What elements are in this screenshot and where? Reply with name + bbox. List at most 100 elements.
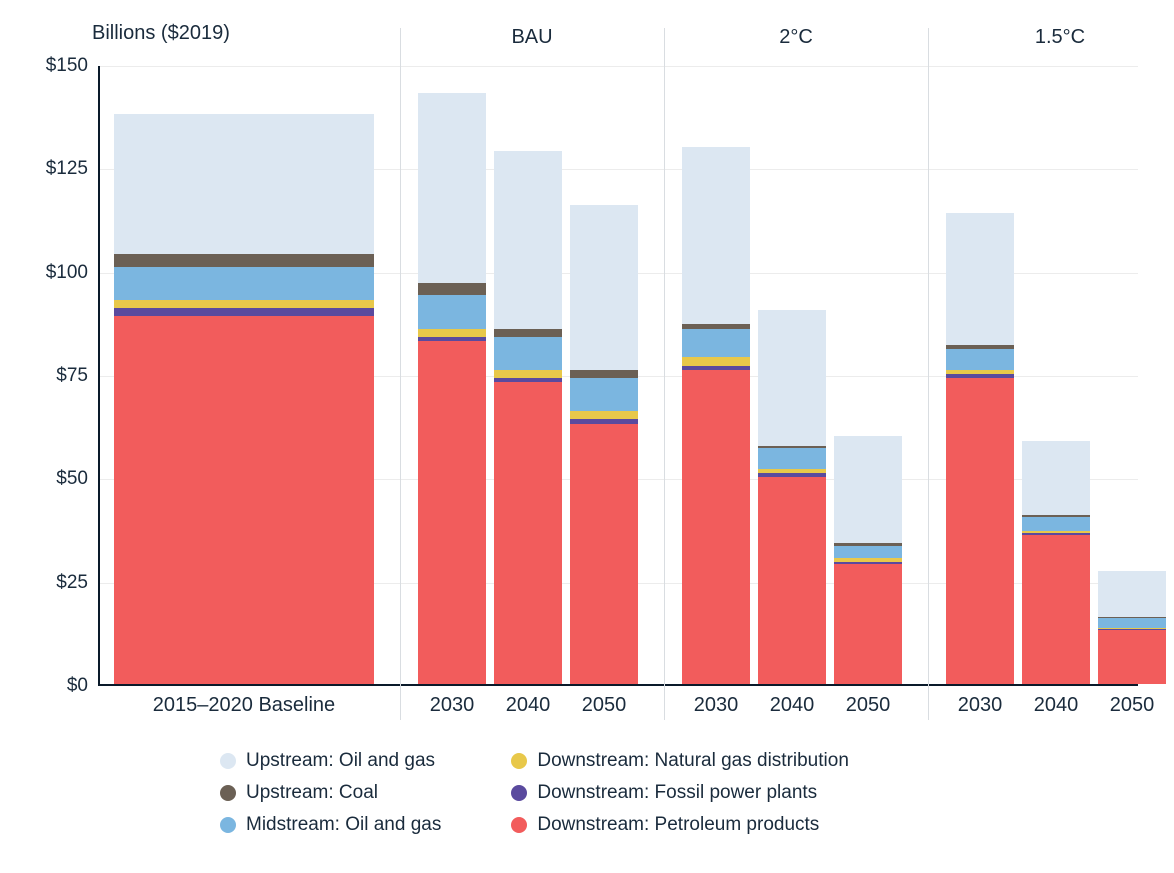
- x-tick-label: 2040: [494, 694, 562, 717]
- y-axis-title: Billions ($2019): [92, 22, 230, 45]
- legend-swatch: [220, 785, 236, 801]
- stacked-bar: [682, 147, 750, 684]
- x-tick-label: 2030: [682, 694, 750, 717]
- bar-segment-midstream: [758, 448, 826, 469]
- legend-label: Downstream: Fossil power plants: [537, 782, 817, 804]
- bar-segment-nat_gas: [946, 370, 1014, 374]
- bar-segment-petroleum: [114, 316, 374, 684]
- bar-segment-petroleum: [1022, 535, 1090, 684]
- legend-swatch: [220, 753, 236, 769]
- bar-segment-up_coal: [1098, 617, 1166, 618]
- x-tick-label: 2040: [1022, 694, 1090, 717]
- bar-segment-fossil_pp: [570, 419, 638, 423]
- bar-segment-fossil_pp: [758, 473, 826, 477]
- bar-segment-up_oilgas: [494, 151, 562, 329]
- plot-area: $0$25$50$75$100$125$1502015–2020 Baselin…: [98, 66, 1138, 686]
- bar-segment-petroleum: [570, 424, 638, 684]
- legend-label: Midstream: Oil and gas: [246, 814, 441, 836]
- stacked-bar: [758, 310, 826, 684]
- bar-segment-nat_gas: [834, 558, 902, 562]
- bar-segment-midstream: [946, 349, 1014, 370]
- chart-container: Billions ($2019) $0$25$50$75$100$125$150…: [20, 20, 1154, 853]
- group-title: BAU: [418, 26, 646, 49]
- bar-segment-petroleum: [1098, 630, 1166, 684]
- bar-segment-petroleum: [682, 370, 750, 684]
- bar-segment-up_oilgas: [834, 436, 902, 543]
- legend-swatch: [511, 753, 527, 769]
- stacked-bar: [1022, 441, 1090, 684]
- bar-segment-up_coal: [570, 370, 638, 378]
- stacked-bar: [494, 151, 562, 684]
- gridline: [100, 66, 1138, 67]
- bar-segment-nat_gas: [1098, 628, 1166, 629]
- bar-segment-up_coal: [114, 254, 374, 266]
- bar-segment-nat_gas: [758, 469, 826, 473]
- bar-segment-midstream: [1098, 617, 1166, 627]
- bar-segment-midstream: [570, 378, 638, 411]
- bar-segment-midstream: [418, 295, 486, 328]
- group-divider: [400, 28, 401, 720]
- bar-segment-fossil_pp: [834, 562, 902, 564]
- legend-label: Upstream: Oil and gas: [246, 750, 435, 772]
- x-tick-label: 2050: [1098, 694, 1166, 717]
- x-tick-label: 2030: [418, 694, 486, 717]
- bar-segment-fossil_pp: [1022, 533, 1090, 535]
- y-tick-label: $150: [46, 55, 88, 77]
- legend-swatch: [511, 785, 527, 801]
- bar-segment-up_oilgas: [1098, 571, 1166, 616]
- stacked-bar: [834, 436, 902, 684]
- legend-swatch: [220, 817, 236, 833]
- bar-segment-nat_gas: [682, 357, 750, 365]
- stacked-bar: [114, 114, 374, 684]
- bar-segment-up_oilgas: [946, 213, 1014, 345]
- bar-segment-nat_gas: [418, 329, 486, 337]
- legend: Upstream: Oil and gas Downstream: Natural…: [220, 750, 849, 836]
- legend-label: Upstream: Coal: [246, 782, 378, 804]
- stacked-bar: [570, 205, 638, 684]
- bar-segment-up_coal: [1022, 515, 1090, 516]
- x-tick-label: 2040: [758, 694, 826, 717]
- x-tick-label: 2015–2020 Baseline: [114, 694, 374, 717]
- bar-segment-up_oilgas: [682, 147, 750, 325]
- stacked-bar: [418, 93, 486, 684]
- x-tick-label: 2050: [834, 694, 902, 717]
- group-title: 2°C: [682, 26, 910, 49]
- bar-segment-up_coal: [494, 329, 562, 337]
- y-tick-label: $75: [56, 365, 88, 387]
- group-divider: [664, 28, 665, 720]
- bar-segment-up_coal: [418, 283, 486, 295]
- bar-segment-up_coal: [834, 543, 902, 545]
- legend-item: Downstream: Natural gas distribution: [511, 750, 849, 772]
- group-divider: [928, 28, 929, 720]
- legend-item: Downstream: Petroleum products: [511, 814, 849, 836]
- bar-segment-nat_gas: [494, 370, 562, 378]
- bar-segment-up_coal: [682, 324, 750, 328]
- bar-segment-midstream: [494, 337, 562, 370]
- bar-segment-fossil_pp: [114, 308, 374, 316]
- bar-segment-petroleum: [946, 378, 1014, 684]
- bar-segment-petroleum: [418, 341, 486, 684]
- legend-label: Downstream: Petroleum products: [537, 814, 819, 836]
- y-tick-label: $25: [56, 572, 88, 594]
- bar-segment-fossil_pp: [946, 374, 1014, 378]
- bar-segment-up_oilgas: [1022, 441, 1090, 515]
- bar-segment-up_coal: [946, 345, 1014, 349]
- bar-segment-petroleum: [758, 477, 826, 684]
- bar-segment-midstream: [1022, 517, 1090, 531]
- bar-segment-petroleum: [834, 564, 902, 684]
- y-tick-label: $50: [56, 468, 88, 490]
- bar-segment-fossil_pp: [1098, 629, 1166, 630]
- bar-segment-midstream: [834, 546, 902, 558]
- bar-segment-up_oilgas: [114, 114, 374, 255]
- bar-segment-fossil_pp: [682, 366, 750, 370]
- bar-segment-nat_gas: [570, 411, 638, 419]
- bar-segment-petroleum: [494, 382, 562, 684]
- stacked-bar: [1098, 571, 1166, 684]
- bar-segment-up_coal: [758, 446, 826, 448]
- legend-item: Midstream: Oil and gas: [220, 814, 441, 836]
- bar-segment-fossil_pp: [418, 337, 486, 341]
- bar-segment-up_oilgas: [570, 205, 638, 370]
- legend-swatch: [511, 817, 527, 833]
- legend-item: Upstream: Coal: [220, 782, 441, 804]
- stacked-bar: [946, 213, 1014, 684]
